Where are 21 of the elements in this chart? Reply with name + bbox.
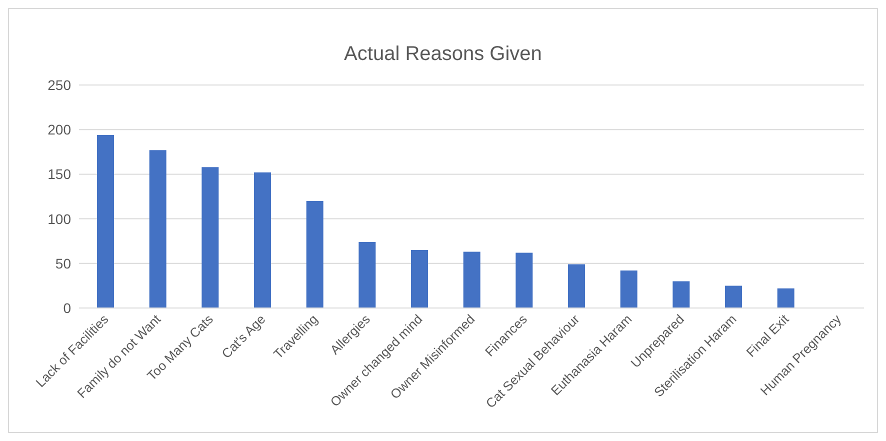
bar (620, 270, 638, 308)
bar (672, 281, 690, 308)
bar (254, 172, 271, 308)
y-tick-label: 200 (48, 122, 72, 138)
bar (725, 286, 742, 308)
bar (463, 252, 480, 308)
y-tick-label: 0 (63, 300, 72, 316)
bar (149, 150, 166, 308)
chart-title: Actual Reasons Given (343, 42, 543, 67)
bar (358, 242, 376, 308)
y-tick-label: 100 (48, 210, 72, 227)
bar (411, 250, 428, 308)
bar (97, 134, 114, 308)
bar (202, 167, 219, 308)
y-tick-label: 250 (48, 76, 72, 93)
y-tick-label: 50 (55, 255, 72, 272)
bar (516, 252, 533, 308)
y-tick-label: 150 (48, 166, 72, 182)
bar (568, 264, 585, 308)
bar (777, 288, 794, 308)
bar (306, 200, 324, 308)
